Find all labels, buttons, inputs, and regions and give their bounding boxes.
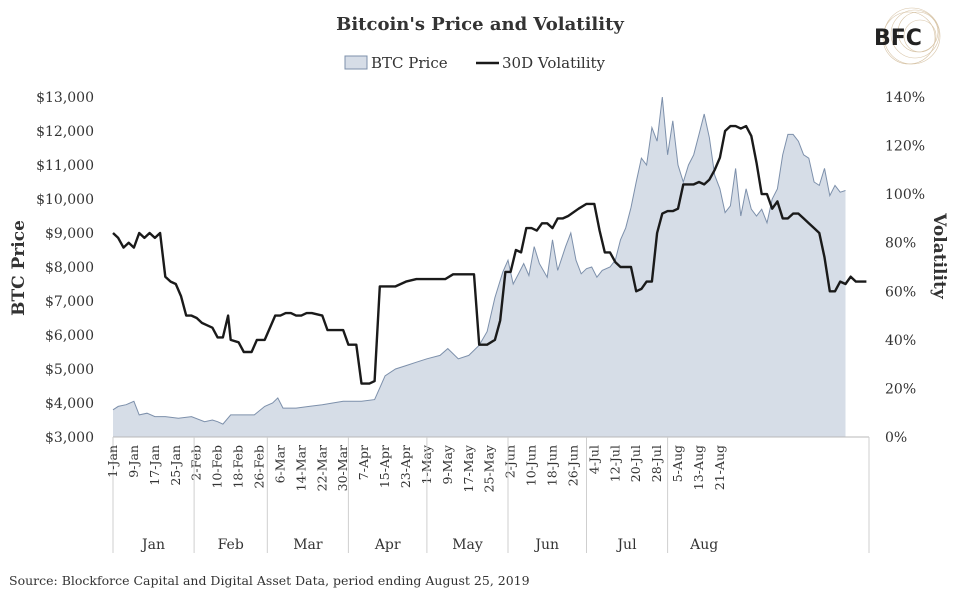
x-tick-label: 26-Feb xyxy=(252,445,267,489)
x-tick-label: 25-Jan xyxy=(168,445,183,486)
y-left-tick-label: $8,000 xyxy=(45,260,94,276)
y-axis-right-title: Volatility xyxy=(929,212,949,300)
y-right-tick-label: 140% xyxy=(885,90,925,106)
month-label: Apr xyxy=(374,537,401,553)
y-right-tick-label: 60% xyxy=(885,284,916,300)
y-left-tick-label: $12,000 xyxy=(36,124,94,140)
legend-label-btc-price: BTC Price xyxy=(371,54,448,72)
x-tick-label: 30-Mar xyxy=(335,445,350,491)
x-tick-label: 13-Aug xyxy=(691,445,706,490)
x-tick-label: 28-Jul xyxy=(649,445,664,482)
y-right-tick-label: 100% xyxy=(885,187,925,203)
month-label: Feb xyxy=(218,537,244,553)
x-tick-label: 10-Feb xyxy=(210,445,225,489)
x-tick-label: 17-May xyxy=(461,444,476,492)
y-right-tick-label: 20% xyxy=(885,381,916,397)
bfc-logo: BFC xyxy=(874,7,941,65)
x-tick-label: 2-Jun xyxy=(503,445,518,478)
month-label: Jul xyxy=(615,537,637,553)
x-tick-label: 4-Jul xyxy=(586,445,601,474)
x-tick-label: 1-Jan xyxy=(105,445,120,478)
y-left-tick-label: $5,000 xyxy=(45,362,94,378)
x-tick-label: 14-Mar xyxy=(293,445,308,491)
x-tick-label: 26-Jun xyxy=(565,445,580,486)
x-axis-date-ticks: 1-Jan 9-Jan 17-Jan 25-Jan 2-Feb 10-Feb 18-Feb 2… xyxy=(105,444,727,492)
month-label: Jan xyxy=(140,537,165,553)
x-tick-label: 9-May xyxy=(440,444,455,484)
y-left-tick-label: $6,000 xyxy=(45,328,94,344)
volatility-series xyxy=(112,124,867,385)
x-tick-label: 20-Jul xyxy=(628,445,643,482)
btc-price-series xyxy=(112,96,846,437)
legend-swatch-btc-price xyxy=(344,55,368,70)
month-label: Mar xyxy=(293,537,323,553)
x-tick-label: 23-Apr xyxy=(398,445,413,488)
y-left-tick-label: $10,000 xyxy=(36,192,94,208)
y-axis-left-ticks: $3,000 $4,000 $5,000 $6,000 $7,000 $8,000 $9,0… xyxy=(36,90,94,446)
x-tick-label: 15-Apr xyxy=(377,445,392,488)
x-tick-label: 22-Mar xyxy=(314,445,329,491)
chart-title: Bitcoin's Price and Volatility xyxy=(336,14,624,35)
y-right-tick-label: 80% xyxy=(885,236,916,252)
x-tick-label: 18-Feb xyxy=(231,445,246,489)
x-tick-label: 5-Aug xyxy=(670,445,685,482)
x-tick-label: 25-May xyxy=(482,444,497,492)
legend-label-volatility: 30D Volatility xyxy=(502,54,606,72)
btc-price-area xyxy=(113,97,846,437)
x-tick-label: 18-Jun xyxy=(545,445,560,486)
x-tick-label: 9-Jan xyxy=(126,445,141,478)
y-left-tick-label: $4,000 xyxy=(45,396,94,412)
volatility-line xyxy=(112,124,867,385)
month-label: Aug xyxy=(689,537,718,553)
x-axis-month-labels: Jan Feb Mar Apr May Jun Jul Aug xyxy=(140,437,718,553)
btc-price-outline xyxy=(112,96,846,425)
x-tick-label: 21-Aug xyxy=(712,445,727,490)
x-tick-label: 12-Jul xyxy=(607,445,622,482)
x-tick-label: 6-Mar xyxy=(272,445,287,483)
y-axis-right-ticks: 0% 20% 40% 60% 80% 100% 120% 140% xyxy=(885,90,925,446)
y-left-tick-label: $9,000 xyxy=(45,226,94,242)
month-label: Jun xyxy=(533,537,559,553)
month-label: May xyxy=(452,537,483,553)
y-right-tick-label: 40% xyxy=(885,333,916,349)
legend: BTC Price 30D Volatility xyxy=(344,54,606,72)
y-left-tick-label: $3,000 xyxy=(45,430,94,446)
y-left-tick-label: $11,000 xyxy=(36,158,94,174)
source-note: Source: Blockforce Capital and Digital A… xyxy=(9,573,530,588)
logo-swirl-icon xyxy=(882,7,941,65)
x-tick-label: 2-Feb xyxy=(189,445,204,481)
x-tick-label: 17-Jan xyxy=(147,445,162,486)
y-right-tick-label: 120% xyxy=(885,139,925,155)
y-left-tick-label: $13,000 xyxy=(36,90,94,106)
x-tick-label: 10-Jun xyxy=(524,445,539,486)
y-right-tick-label: 0% xyxy=(885,430,907,446)
y-axis-left-title: BTC Price xyxy=(9,220,29,316)
y-left-tick-label: $7,000 xyxy=(45,294,94,310)
x-tick-label: 7-Apr xyxy=(356,445,371,480)
logo-text: BFC xyxy=(874,26,922,51)
